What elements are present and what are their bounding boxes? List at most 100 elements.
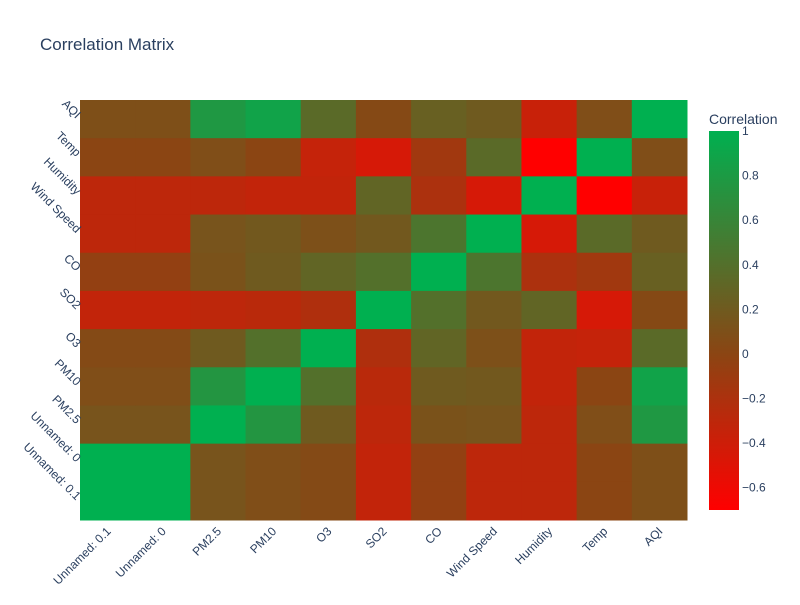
heatmap-cell (80, 252, 136, 292)
colorbar-tick-label: −0.6 (742, 481, 766, 495)
heatmap-cell (576, 290, 633, 330)
y-tick-label: PM10 (52, 356, 84, 388)
heatmap-cell (80, 329, 136, 368)
heatmap-cell (576, 367, 633, 406)
heatmap-cell (190, 481, 247, 521)
heatmap-cell (466, 252, 522, 292)
colorbar-tick-label: 0.6 (742, 213, 759, 227)
heatmap-cell (521, 214, 578, 254)
heatmap-cell (631, 176, 688, 216)
x-tick-label: Wind Speed (444, 524, 500, 580)
heatmap-cell (355, 176, 412, 216)
heatmap-cell (355, 367, 412, 406)
heatmap-cell (355, 405, 412, 445)
heatmap-cell (190, 214, 247, 254)
heatmap-cell (355, 481, 412, 521)
x-tick-label: PM2.5 (190, 524, 225, 559)
heatmap-cell (190, 329, 247, 368)
x-tick-label: AQI (641, 524, 666, 549)
heatmap-cell (631, 443, 688, 483)
heatmap-cell (190, 252, 247, 292)
heatmap-cell (576, 214, 633, 254)
heatmap-cell (631, 367, 688, 406)
heatmap-cell (300, 329, 357, 368)
heatmap-cell (355, 100, 412, 139)
heatmap-cell (466, 481, 522, 521)
heatmap-cell (411, 176, 467, 216)
heatmap-cell (80, 443, 136, 483)
heatmap-cell (411, 405, 467, 445)
heatmap-cell (411, 290, 467, 330)
heatmap-cell (521, 481, 578, 521)
heatmap-cell (245, 100, 302, 139)
heatmap-cell (466, 329, 522, 368)
x-tick-label: O3 (313, 524, 334, 545)
heatmap-cell (190, 443, 247, 483)
y-tick-label: PM2.5 (49, 392, 84, 427)
colorbar-tick-label: 0.8 (742, 169, 759, 183)
heatmap-cell (300, 214, 357, 254)
heatmap-cell (466, 214, 522, 254)
x-axis-tick-labels: Unnamed: 0.1 Unnamed: 0 PM2.5 PM10 O3 SO2 CO Wi… (51, 524, 666, 587)
heatmap-cell (355, 290, 412, 330)
heatmap-cell (80, 481, 136, 521)
heatmap-cell (300, 138, 357, 177)
heatmap-cell (300, 405, 357, 445)
heatmap-cell (245, 176, 302, 216)
colorbar-tick-label: −0.4 (742, 436, 766, 450)
heatmap-cell (135, 176, 191, 216)
x-tick-label: Humidity (512, 524, 555, 567)
heatmap-cell (190, 405, 247, 445)
heatmap-cell (245, 252, 302, 292)
heatmap-cell (245, 481, 302, 521)
heatmap-cell (135, 405, 191, 445)
chart-title: Correlation Matrix (40, 35, 175, 54)
heatmap-cell (466, 100, 522, 139)
heatmap-cell (80, 405, 136, 445)
heatmap-cell (355, 252, 412, 292)
heatmap-cell (135, 290, 191, 330)
heatmap-cell (466, 138, 522, 177)
heatmap-cell (300, 252, 357, 292)
heatmap-cell (355, 443, 412, 483)
heatmap-cell (521, 138, 578, 177)
colorbar-tick-label: 0.2 (742, 302, 759, 316)
heatmap-cell (411, 481, 467, 521)
heatmap-cell (355, 329, 412, 368)
heatmap-cell (80, 367, 136, 406)
heatmap-cell (135, 100, 191, 139)
heatmap-cell (80, 176, 136, 216)
heatmap-cell (466, 176, 522, 216)
heatmap-cell (135, 329, 191, 368)
x-tick-label: CO (422, 524, 445, 547)
heatmap-cell (466, 405, 522, 445)
heatmap-cell (411, 443, 467, 483)
heatmap-cell (245, 405, 302, 445)
heatmap-cell (631, 100, 688, 139)
heatmap-cell (411, 100, 467, 139)
heatmap-cell (190, 176, 247, 216)
heatmap-cell (466, 290, 522, 330)
colorbar-ticks: 1 0.8 0.6 0.4 0.2 0 −0.2 −0.4 −0.6 (742, 124, 766, 495)
heatmap-cell (631, 290, 688, 330)
heatmap-cell (576, 481, 633, 521)
heatmap-cell (576, 138, 633, 177)
heatmap-cell (245, 329, 302, 368)
heatmap-cell (135, 367, 191, 406)
heatmap-cell (466, 367, 522, 406)
heatmap-cell (576, 329, 633, 368)
heatmap-cell (245, 290, 302, 330)
heatmap-cell (80, 290, 136, 330)
heatmap-cell (135, 138, 191, 177)
heatmap-cell (631, 481, 688, 521)
heatmap-cell (300, 443, 357, 483)
heatmap-cell (80, 138, 136, 177)
heatmap-cell (300, 367, 357, 406)
heatmap-cell (190, 138, 247, 177)
x-tick-label: SO2 (363, 524, 390, 551)
heatmap-cell (190, 100, 247, 139)
x-tick-label: PM10 (247, 524, 279, 556)
heatmap-cell (135, 214, 191, 254)
heatmap-cell (631, 214, 688, 254)
